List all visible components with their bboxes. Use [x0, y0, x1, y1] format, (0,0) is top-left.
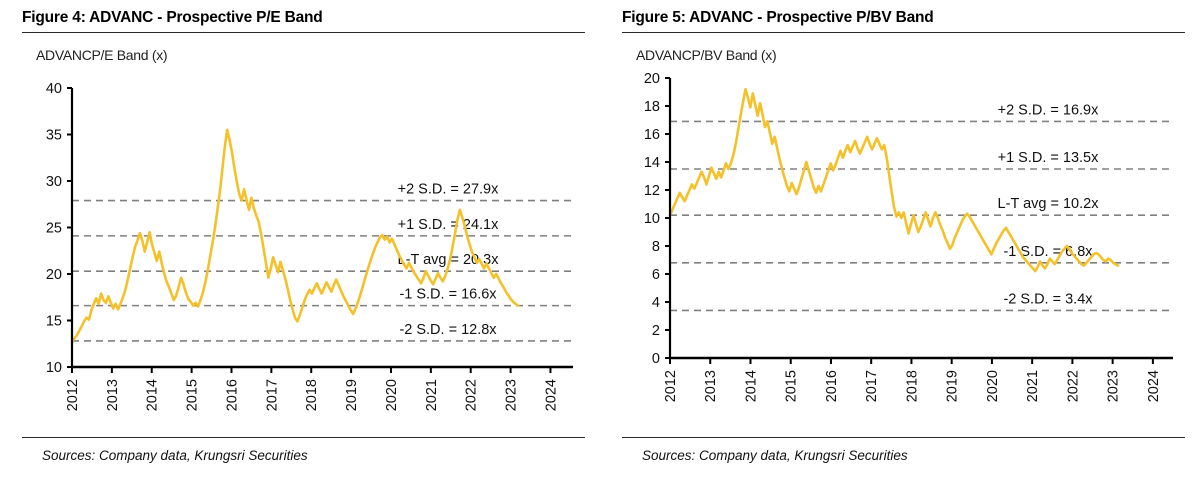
- y-tick-label: 16: [644, 127, 660, 143]
- band-group: L-T avg = 20.3x: [72, 252, 573, 273]
- y-tick-label: 30: [46, 174, 62, 190]
- chart-plot-pe: +2 S.D. = 27.9x +1 S.D. = 24.1x L-T avg = …: [18, 60, 593, 430]
- x-tick-label: 2022: [1065, 370, 1081, 402]
- x-tick-label: 2017: [864, 370, 880, 402]
- chart-axis-title-pbv: ADVANCP/BV Band (x): [636, 47, 777, 63]
- x-tick-label: 2018: [304, 379, 320, 411]
- band-group: +2 S.D. = 27.9x: [72, 182, 573, 202]
- y-tick-label: 8: [652, 239, 660, 255]
- x-tick-label: 2016: [225, 379, 241, 411]
- data-line: [668, 87, 1120, 273]
- figure-title-pbv: Figure 5: ADVANC - Prospective P/BV Band: [622, 9, 934, 26]
- y-tick-label: 35: [46, 128, 62, 144]
- chart-plot-pbv: +2 S.D. = 16.9x +1 S.D. = 13.5x L-T avg = …: [618, 60, 1193, 430]
- x-tick-label: 2022: [464, 379, 480, 411]
- data-line: [70, 128, 520, 345]
- y-tick-label: 40: [46, 81, 62, 97]
- y-tick-label: 0: [652, 351, 660, 367]
- source-divider-pe: [22, 437, 585, 438]
- pe-band-chart-svg: +2 S.D. = 27.9x +1 S.D. = 24.1x L-T avg = …: [46, 81, 573, 411]
- figure-panel-pbv: Figure 5: ADVANC - Prospective P/BV Band…: [618, 0, 1200, 486]
- title-divider-pe: [22, 32, 585, 33]
- x-tick-label: 2015: [185, 379, 201, 411]
- y-tick-label: 12: [644, 183, 660, 199]
- y-tick-label: 25: [46, 221, 62, 237]
- band-group: +2 S.D. = 16.9x: [670, 102, 1173, 123]
- y-tick-label: 4: [652, 295, 660, 311]
- y-tick-label: 10: [46, 360, 62, 376]
- y-tick-label: 2: [652, 323, 660, 339]
- title-divider-pbv: [622, 32, 1185, 33]
- x-tick-label: 2017: [264, 379, 280, 411]
- x-tick-label: 2014: [145, 379, 161, 411]
- x-tick-label: 2012: [663, 370, 679, 402]
- band-label: L-T avg = 10.2x: [998, 196, 1100, 212]
- band-label: +2 S.D. = 27.9x: [398, 182, 500, 198]
- x-tick-label: 2019: [945, 370, 961, 402]
- pbv-band-chart-svg: +2 S.D. = 16.9x +1 S.D. = 13.5x L-T avg = …: [644, 71, 1173, 402]
- band-group: +1 S.D. = 24.1x: [72, 217, 573, 237]
- band-label: -2 S.D. = 12.8x: [399, 322, 497, 338]
- y-tick-label: 18: [644, 99, 660, 115]
- y-tick-label: 14: [644, 155, 660, 171]
- x-tick-label: 2024: [544, 379, 560, 411]
- chart-axis-title-pe: ADVANCP/E Band (x): [36, 47, 168, 63]
- figure-panel-pe: Figure 4: ADVANC - Prospective P/E Band …: [18, 0, 608, 486]
- band-label: +2 S.D. = 16.9x: [998, 102, 1100, 118]
- band-group: -2 S.D. = 12.8x: [72, 322, 573, 342]
- band-group: -1 S.D. = 6.8x: [670, 244, 1173, 264]
- y-tick-label: 15: [46, 314, 62, 330]
- x-tick-label: 2013: [105, 379, 121, 411]
- band-group: L-T avg = 10.2x: [670, 196, 1173, 216]
- x-tick-label: 2015: [784, 370, 800, 402]
- y-tick-label: 20: [644, 71, 660, 87]
- y-tick-label: 20: [46, 267, 62, 283]
- x-tick-label: 2016: [824, 370, 840, 402]
- band-label: -2 S.D. = 3.4x: [1003, 291, 1093, 307]
- source-divider-pbv: [622, 437, 1185, 438]
- source-text-pbv: Sources: Company data, Krungsri Securiti…: [642, 448, 908, 463]
- source-text-pe: Sources: Company data, Krungsri Securiti…: [42, 448, 308, 463]
- x-tick-label: 2024: [1146, 370, 1162, 402]
- figure-title-pe: Figure 4: ADVANC - Prospective P/E Band: [22, 9, 323, 26]
- x-tick-label: 2014: [744, 370, 760, 402]
- x-tick-label: 2019: [344, 379, 360, 411]
- band-group: -2 S.D. = 3.4x: [670, 291, 1173, 312]
- band-label: -1 S.D. = 6.8x: [1003, 244, 1093, 260]
- band-group: -1 S.D. = 16.6x: [72, 287, 573, 307]
- x-tick-label: 2012: [65, 379, 81, 411]
- x-tick-label: 2020: [985, 370, 1001, 402]
- band-label: +1 S.D. = 24.1x: [398, 217, 500, 233]
- x-tick-label: 2023: [504, 379, 520, 411]
- band-group: +1 S.D. = 13.5x: [670, 150, 1173, 170]
- x-tick-label: 2023: [1106, 370, 1122, 402]
- x-tick-label: 2018: [904, 370, 920, 402]
- x-tick-label: 2013: [703, 370, 719, 402]
- band-label: +1 S.D. = 13.5x: [998, 150, 1100, 166]
- x-tick-label: 2020: [384, 379, 400, 411]
- x-tick-label: 2021: [424, 379, 440, 411]
- y-tick-label: 6: [652, 267, 660, 283]
- y-tick-label: 10: [644, 211, 660, 227]
- x-tick-label: 2021: [1025, 370, 1041, 402]
- band-label: -1 S.D. = 16.6x: [399, 287, 497, 303]
